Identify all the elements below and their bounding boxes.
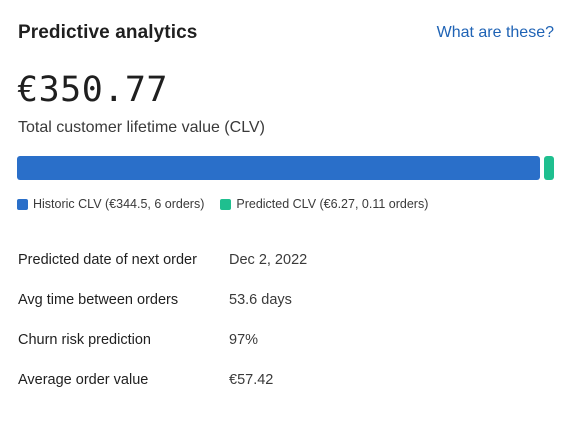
detail-label: Avg time between orders xyxy=(18,292,179,308)
clv-bar xyxy=(17,156,554,180)
detail-label: Average order value xyxy=(18,372,149,388)
detail-row-avg-time: Avg time between orders 53.6 days xyxy=(18,280,558,320)
legend-item-predicted: Predicted CLV (€6.27, 0.11 orders) xyxy=(220,197,428,211)
legend-item-historic: Historic CLV (€344.5, 6 orders) xyxy=(17,197,204,211)
what-are-these-link[interactable]: What are these? xyxy=(436,24,554,41)
historic-swatch-icon xyxy=(17,198,28,210)
historic-clv-bar-segment xyxy=(17,156,540,180)
detail-value: 53.6 days xyxy=(229,292,292,308)
detail-row-avg-order-value: Average order value €57.42 xyxy=(18,360,558,400)
card-header: Predictive analytics What are these? xyxy=(18,20,554,46)
detail-value: 97% xyxy=(229,332,259,348)
detail-row-churn-risk: Churn risk prediction 97% xyxy=(18,320,558,360)
analytics-details-list: Predicted date of next order Dec 2, 2022… xyxy=(18,240,558,400)
predicted-clv-bar-segment xyxy=(544,156,554,180)
total-clv-value: €350.77 xyxy=(17,70,169,110)
legend-label-historic: Historic CLV (€344.5, 6 orders) xyxy=(33,197,205,211)
detail-label: Predicted date of next order xyxy=(18,252,197,268)
total-clv-label: Total customer lifetime value (CLV) xyxy=(18,119,265,136)
detail-value: Dec 2, 2022 xyxy=(229,252,308,268)
predicted-swatch-icon xyxy=(220,198,232,210)
legend-label-predicted: Predicted CLV (€6.27, 0.11 orders) xyxy=(236,197,429,211)
detail-value: €57.42 xyxy=(229,372,274,388)
detail-label: Churn risk prediction xyxy=(18,332,151,348)
card-title: Predictive analytics xyxy=(18,22,198,43)
detail-row-next-order: Predicted date of next order Dec 2, 2022 xyxy=(18,240,558,280)
clv-legend: Historic CLV (€344.5, 6 orders) Predicte… xyxy=(17,197,444,211)
